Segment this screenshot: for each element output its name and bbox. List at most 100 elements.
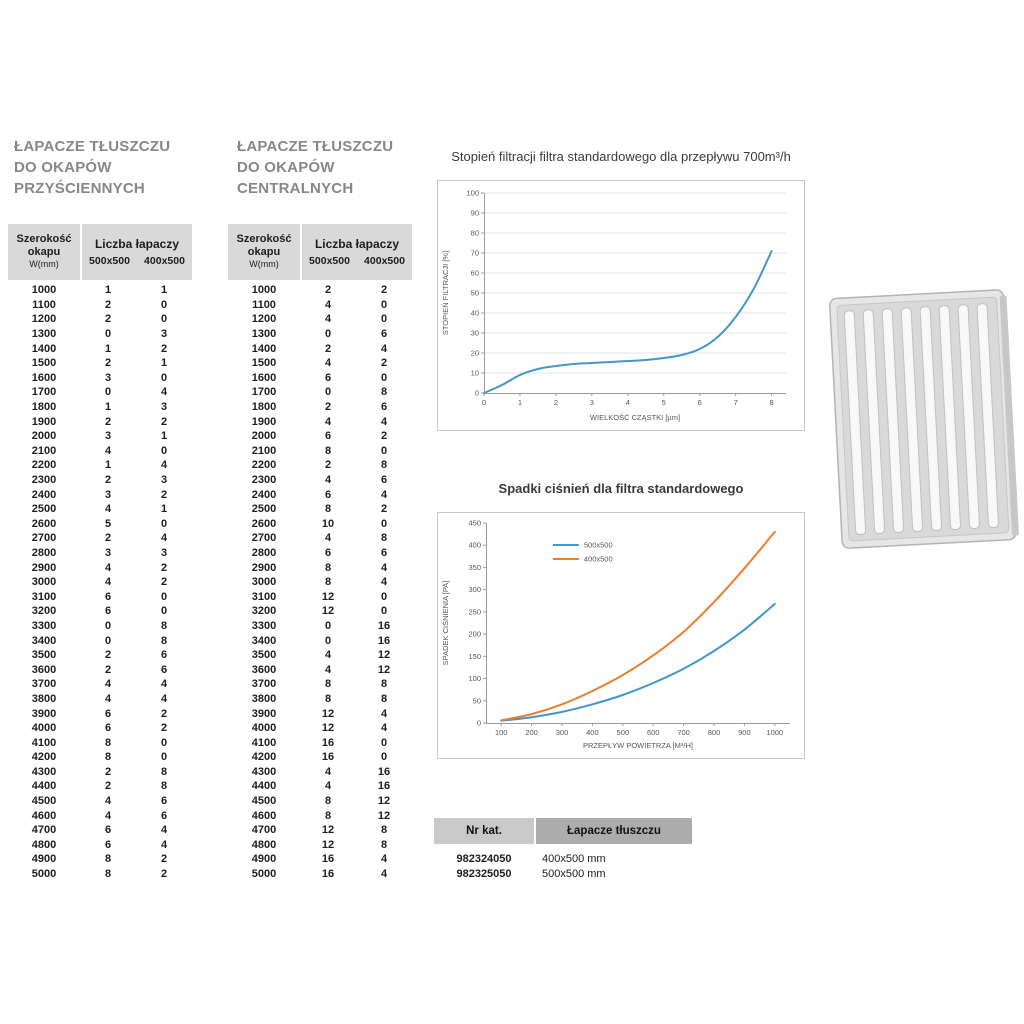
table-cell: 2: [160, 342, 168, 355]
table-cell: 3000: [31, 576, 57, 589]
table-cell: 3400: [31, 634, 57, 647]
table-cell: 16: [377, 780, 391, 793]
table-cell: 3600: [31, 663, 57, 676]
table-row: 4800 6 4: [8, 838, 192, 853]
table-cell: 1400: [251, 342, 277, 355]
table-row: 1200 4 0: [228, 312, 412, 327]
table-cell: 8: [380, 386, 388, 399]
table-row: 2600 10 0: [228, 517, 412, 532]
svg-text:WIELKOŚĆ CZĄSTKI [µm]: WIELKOŚĆ CZĄSTKI [µm]: [590, 413, 680, 422]
table-cell: 2500: [251, 503, 277, 516]
table-cell: 1900: [251, 415, 277, 428]
table-row: 4500 4 6: [8, 794, 192, 809]
table-cell: 8: [160, 634, 168, 647]
table-row: 3200 12 0: [228, 604, 412, 619]
table-row: 2400 6 4: [228, 487, 412, 502]
table-row: 4400 4 16: [228, 779, 412, 794]
table-cell: 8: [380, 692, 388, 705]
table-cell: 8: [380, 838, 388, 851]
table-cell: 12: [321, 590, 335, 603]
table-row: 2600 5 0: [8, 517, 192, 532]
table-cell: 3: [160, 474, 168, 487]
table-cell: 8: [324, 561, 332, 574]
table-cell: 4200: [251, 751, 277, 764]
svg-text:80: 80: [471, 229, 479, 238]
table-cell: 1100: [32, 298, 56, 311]
header-text: W(mm): [29, 259, 59, 270]
table-row: 4600 4 6: [8, 808, 192, 823]
svg-text:350: 350: [468, 563, 481, 572]
svg-text:900: 900: [738, 728, 751, 737]
svg-text:300: 300: [556, 728, 569, 737]
table-row: 2200 2 8: [228, 458, 412, 473]
table-row: 1900 4 4: [228, 414, 412, 429]
table-row: 2900 4 2: [8, 560, 192, 575]
svg-text:2: 2: [554, 398, 558, 407]
table-cell: 2200: [251, 459, 277, 472]
table-cell: 3800: [251, 692, 277, 705]
grease-trap-table-central: Szerokość okapu W(mm) Liczba łapaczy 500…: [228, 224, 412, 881]
table-cell: 4: [160, 824, 168, 837]
table-cell: 5: [104, 517, 112, 530]
table-cell: 4700: [251, 824, 277, 837]
table-row: 4600 8 12: [228, 808, 412, 823]
svg-text:500: 500: [617, 728, 630, 737]
table-cell: 6: [160, 649, 168, 662]
table-row: 3300 0 8: [8, 619, 192, 634]
table-cell: 4800: [251, 838, 277, 851]
table-row: 2900 8 4: [228, 560, 412, 575]
table-cell: 16: [377, 634, 391, 647]
table-cell: 4: [160, 386, 168, 399]
header-trap-count: Liczba łapaczy 500x500 400x500: [302, 224, 412, 280]
table-cell: 0: [380, 444, 388, 457]
table-cell: 3100: [251, 590, 277, 603]
table-cell: 1500: [251, 357, 277, 370]
table-cell: 6: [104, 838, 112, 851]
table-header: Szerokość okapu W(mm) Liczba łapaczy 500…: [8, 224, 192, 280]
table-cell: 12: [377, 649, 391, 662]
table-row: 3200 6 0: [8, 604, 192, 619]
table-cell: 2600: [251, 517, 277, 530]
table-cell: 1800: [251, 401, 277, 414]
table-cell: 3: [160, 401, 168, 414]
table-cell: 6: [104, 707, 112, 720]
table-cell: 1200: [31, 313, 57, 326]
title-line: DO OKAPÓW: [237, 159, 335, 176]
table-cell: 4: [324, 663, 332, 676]
svg-text:800: 800: [708, 728, 721, 737]
table-row: 4200 16 0: [228, 750, 412, 765]
svg-text:200: 200: [525, 728, 538, 737]
table-cell: 6: [380, 401, 388, 414]
table-cell: 12: [321, 707, 335, 720]
table-cell: 6: [104, 722, 112, 735]
grease-filter-image: [828, 284, 1020, 560]
header-text: okapu: [247, 245, 281, 258]
table-cell: 0: [160, 736, 168, 749]
table-row: 1500 2 1: [8, 356, 192, 371]
table-cell: 12: [321, 838, 335, 851]
svg-text:0: 0: [475, 389, 479, 398]
table-cell: 4: [324, 298, 332, 311]
table-row: 3500 4 12: [228, 648, 412, 663]
table-row: 2100 4 0: [8, 444, 192, 459]
svg-text:50: 50: [471, 289, 479, 298]
table-cell: 8: [160, 765, 168, 778]
table-row: 982324050 400x500 mm: [434, 851, 692, 866]
table-cell: 8: [160, 780, 168, 793]
table-row: 2700 4 8: [228, 531, 412, 546]
svg-text:1: 1: [518, 398, 522, 407]
table-cell: 4: [380, 415, 388, 428]
table-cell: 6: [104, 824, 112, 837]
table-cell: 1700: [251, 386, 277, 399]
table-cell: 2: [160, 561, 168, 574]
table-cell: 12: [377, 795, 391, 808]
table-cell: 0: [104, 328, 112, 341]
table-cell: 2: [380, 430, 388, 443]
header-text: W(mm): [249, 259, 279, 270]
table-cell: 8: [324, 809, 332, 822]
table-cell: 2: [160, 868, 168, 881]
table-cell: 1: [104, 284, 112, 297]
table-row: 3100 6 0: [8, 589, 192, 604]
table-cell: 0: [324, 634, 332, 647]
